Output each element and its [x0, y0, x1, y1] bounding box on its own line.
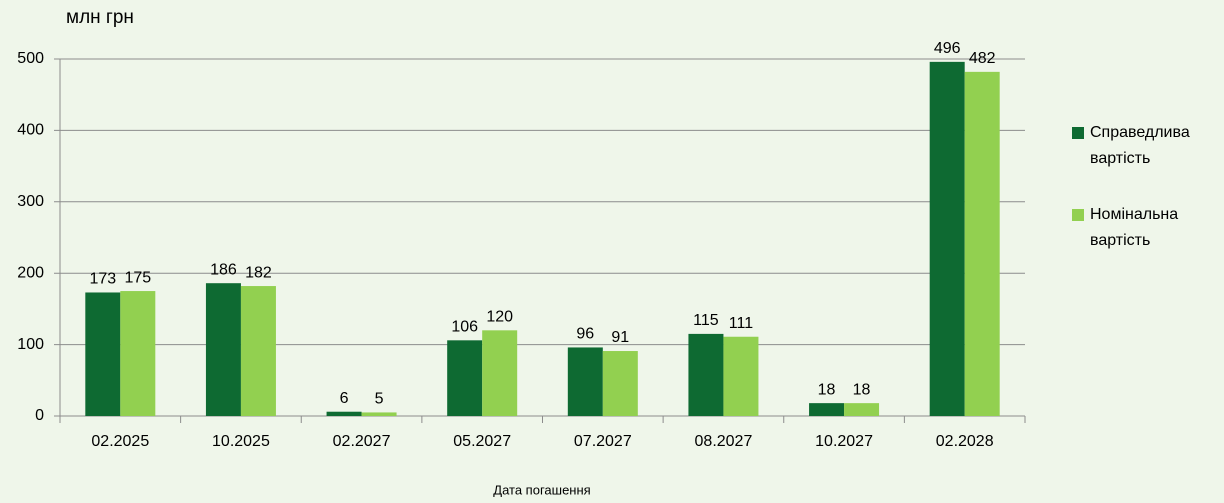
x-tick-label: 10.2027	[815, 433, 873, 450]
x-tick-label: 02.2027	[333, 433, 391, 450]
bar	[240, 286, 276, 416]
bar	[809, 403, 845, 416]
x-tick-label: 02.2028	[936, 433, 994, 450]
x-axis-label: Дата погашення	[493, 482, 590, 497]
bar	[964, 71, 1000, 417]
value-label: 186	[210, 261, 237, 278]
value-label: 96	[576, 326, 594, 343]
bar	[844, 403, 880, 416]
value-label: 5	[375, 391, 384, 408]
value-label: 173	[89, 271, 116, 288]
bar	[447, 340, 483, 416]
value-label: 6	[340, 390, 349, 407]
y-tick-label: 500	[17, 50, 44, 67]
bar	[482, 330, 518, 416]
value-label: 111	[729, 315, 753, 332]
y-tick-label: 100	[17, 336, 44, 353]
x-tick-label: 05.2027	[453, 433, 511, 450]
x-tick-label: 02.2025	[91, 433, 149, 450]
bar	[85, 292, 121, 416]
legend-label: Справедлива вартість	[1090, 124, 1190, 167]
legend-item: Справедлива вартість	[1072, 120, 1212, 172]
legend-swatch	[1072, 209, 1084, 221]
value-label: 106	[451, 319, 478, 336]
bar	[688, 333, 724, 416]
bar	[602, 351, 638, 416]
bar	[326, 411, 362, 416]
value-label: 496	[934, 40, 961, 57]
y-tick-label: 300	[17, 193, 44, 210]
value-label: 91	[611, 329, 629, 346]
bar	[361, 412, 397, 416]
bar	[205, 283, 241, 416]
bar	[723, 336, 759, 416]
value-label: 182	[245, 264, 272, 281]
legend: Справедлива вартість Номінальна вартість	[1072, 120, 1212, 284]
y-axis-label: млн грн	[66, 7, 134, 28]
legend-swatch	[1072, 127, 1084, 139]
y-tick-label: 400	[17, 122, 44, 139]
bar	[929, 61, 965, 417]
value-label: 175	[124, 269, 151, 286]
y-tick-label: 200	[17, 264, 44, 281]
x-tick-label: 10.2025	[212, 433, 270, 450]
value-label: 120	[486, 309, 513, 326]
legend-item: Номінальна вартість	[1072, 202, 1212, 254]
x-tick-label: 08.2027	[695, 433, 753, 450]
bar	[567, 347, 603, 416]
bar	[120, 291, 156, 416]
legend-label: Номінальна вартість	[1090, 206, 1179, 249]
value-label: 115	[693, 312, 719, 329]
value-label: 18	[818, 381, 836, 398]
value-label: 18	[853, 381, 871, 398]
value-label: 482	[969, 50, 996, 67]
y-tick-label: 0	[35, 407, 44, 424]
x-tick-label: 07.2027	[574, 433, 632, 450]
